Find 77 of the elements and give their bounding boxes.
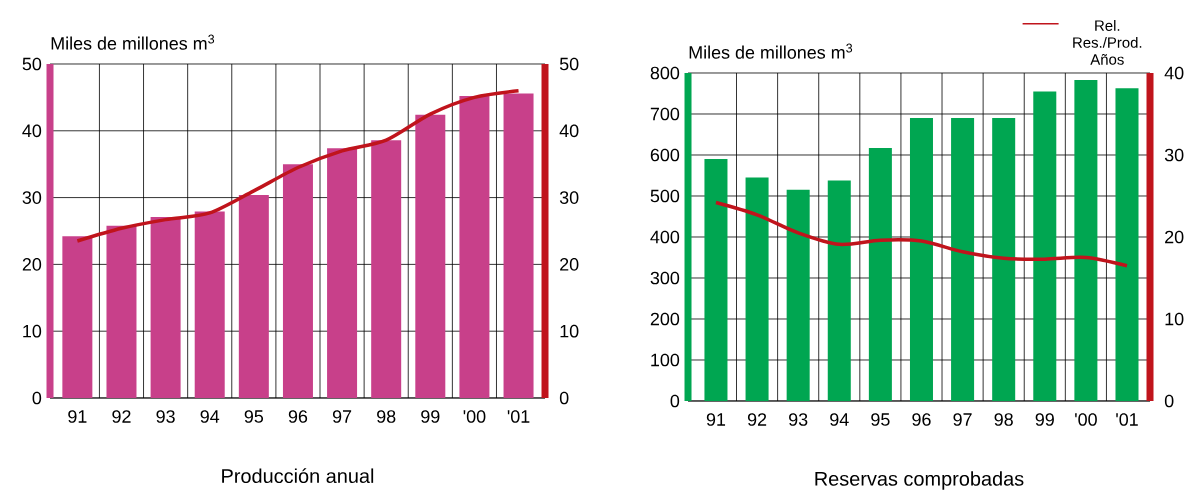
- y-tick-label: 200: [650, 312, 680, 326]
- bar: [1033, 91, 1057, 401]
- y-tick-label: 600: [650, 148, 680, 162]
- y-tick-label: 100: [651, 353, 680, 367]
- x-tick-label: 94: [200, 410, 220, 423]
- x-tick-label: '00: [463, 410, 486, 423]
- line-series: [714, 200, 1129, 268]
- bar: [704, 159, 728, 401]
- y2-tick-label: 10: [560, 324, 579, 338]
- bar: [194, 211, 225, 398]
- bar: [238, 194, 269, 398]
- bar: [371, 140, 402, 398]
- x-tick-label: 97: [953, 413, 972, 426]
- y-tick-label: 30: [22, 191, 42, 204]
- x-tick-label: 98: [377, 410, 396, 423]
- bar: [459, 96, 490, 398]
- x-tick-label: 91: [706, 413, 726, 426]
- text: Reservas comprobadas: [815, 471, 1024, 490]
- bar: [282, 164, 313, 398]
- y-tick-label: 0: [32, 391, 42, 405]
- x-tick-label: 99: [421, 410, 440, 423]
- bar: [327, 148, 358, 398]
- y-tick-label: 20: [22, 258, 42, 271]
- bar: [786, 189, 810, 401]
- bar: [1074, 79, 1098, 401]
- y-tick-label: 10: [23, 324, 42, 338]
- y-tick-label: 0: [670, 394, 680, 408]
- x-tick-label: 96: [912, 413, 931, 426]
- bar: [909, 118, 933, 401]
- bar: [745, 177, 769, 401]
- x-tick-label: '01: [507, 410, 530, 423]
- x-tick-label: 95: [244, 410, 264, 423]
- y2-tick-label: 40: [1164, 66, 1184, 80]
- bar: [868, 148, 892, 401]
- y2-tick-label: 10: [1165, 312, 1184, 326]
- x-tick-label: '00: [1075, 413, 1097, 426]
- bar: [62, 236, 93, 398]
- y2-tick-label: 50: [559, 57, 579, 71]
- bar: [992, 118, 1016, 401]
- y-tick-label: 800: [650, 66, 680, 80]
- x-tick-label: 96: [288, 410, 308, 423]
- bar: [503, 93, 534, 398]
- x-tick-label: 93: [789, 413, 808, 426]
- bar: [951, 118, 975, 401]
- y-axis-title: Miles de millones m$^{3}$: [51, 34, 215, 50]
- bar: [827, 180, 851, 401]
- y-axis-title: Miles de millones m$^{3}$: [689, 43, 853, 59]
- y2-tick-label: 30: [1164, 148, 1184, 162]
- x-tick-label: 98: [994, 413, 1013, 426]
- y-tick-label: 300: [650, 271, 680, 285]
- bar: [1115, 88, 1139, 401]
- text: Rel. Res./Prod. Años: [1073, 19, 1142, 65]
- y-tick-label: 400: [650, 230, 680, 244]
- x-tick-label: 94: [830, 413, 849, 426]
- y2-tick-label: 20: [560, 258, 579, 271]
- y2-tick-label: 0: [1164, 394, 1174, 408]
- y-tick-label: 50: [22, 57, 42, 71]
- bar: [106, 225, 137, 398]
- x-tick-label: 95: [871, 413, 890, 426]
- y-tick-label: 500: [650, 189, 680, 203]
- y-tick-label: 40: [22, 124, 42, 138]
- x-tick-label: 93: [156, 410, 175, 423]
- y2-tick-label: 30: [559, 191, 579, 204]
- bar: [150, 216, 181, 398]
- y2-tick-label: 40: [559, 124, 579, 138]
- x-tick-label: 92: [747, 413, 767, 426]
- y2-tick-label: 20: [1165, 230, 1184, 244]
- y-tick-label: 700: [650, 107, 680, 121]
- line-series: [75, 88, 521, 243]
- x-tick-label: 99: [1035, 413, 1054, 426]
- y2-tick-label: 0: [559, 391, 569, 405]
- text: Producción anual: [222, 468, 374, 484]
- x-tick-label: '01: [1116, 413, 1138, 426]
- x-tick-label: 97: [332, 410, 352, 423]
- bar: [415, 114, 446, 398]
- x-tick-label: 91: [68, 410, 87, 423]
- x-tick-label: 92: [112, 410, 131, 423]
